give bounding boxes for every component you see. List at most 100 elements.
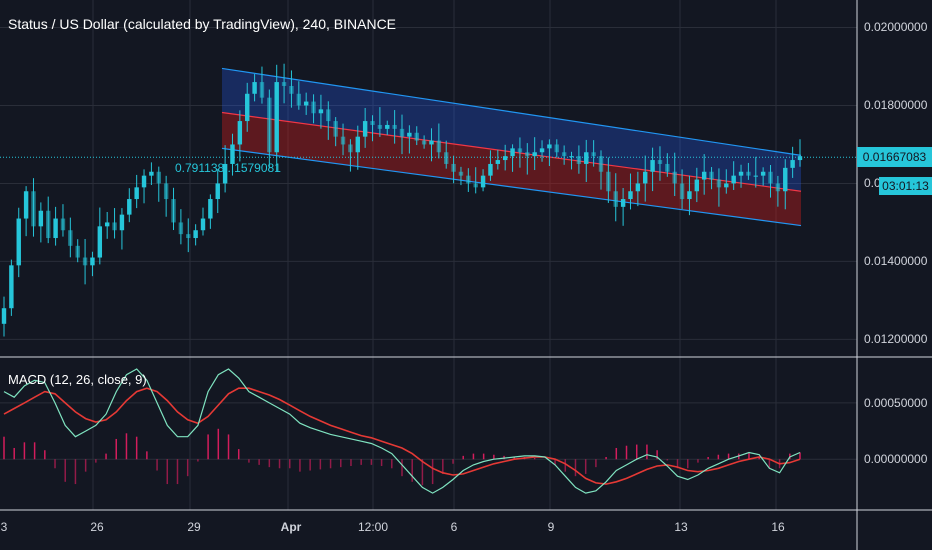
candle-body-44 xyxy=(326,109,331,122)
candle-body-63 xyxy=(466,175,471,184)
candle-body-94 xyxy=(694,179,700,192)
candle-body-14 xyxy=(104,222,110,227)
candle-body-82 xyxy=(606,171,611,192)
macd-line xyxy=(3,368,801,494)
candle-body-104 xyxy=(768,171,773,184)
candle-body-76 xyxy=(561,152,567,157)
candle-body-15 xyxy=(112,222,117,231)
candle-body-38 xyxy=(281,82,287,86)
macd-tick-label-1: 0.00000000 xyxy=(864,452,928,467)
candle-body-87 xyxy=(643,171,648,184)
candle-body-48 xyxy=(355,136,360,153)
candle-body-53 xyxy=(392,124,397,129)
candle-body-52 xyxy=(385,124,390,129)
candle-body-16 xyxy=(119,214,125,231)
price-tick-label-0: 0.02000000 xyxy=(864,20,928,35)
candle-body-36 xyxy=(267,97,272,153)
chart-title: Status / US Dollar (calculated by Tradin… xyxy=(8,16,397,32)
candle-body-71 xyxy=(525,152,530,157)
channel-lower-zone xyxy=(222,112,801,226)
candle-body-34 xyxy=(252,82,257,94)
price-tick-label-3: 0.01400000 xyxy=(864,254,928,269)
candle-body-24 xyxy=(178,222,184,235)
candle-body-50 xyxy=(370,121,375,125)
candle-body-83 xyxy=(613,191,618,207)
candle-body-46 xyxy=(340,136,346,145)
candle-body-28 xyxy=(208,199,213,219)
candle-body-106 xyxy=(783,167,788,192)
last-price-tag: 0.01667083 xyxy=(857,147,932,167)
time-tick-label-8: 16 xyxy=(771,520,785,534)
candle-body-81 xyxy=(598,156,604,172)
candle-body-6 xyxy=(46,210,51,239)
candle-body-27 xyxy=(200,218,206,231)
candle-body-23 xyxy=(171,199,176,223)
channel-lower-line xyxy=(221,147,802,227)
candle-body-2 xyxy=(16,218,21,266)
candle-body-108 xyxy=(797,156,803,161)
candle-body-51 xyxy=(377,124,383,129)
candle-body-64 xyxy=(473,183,478,188)
candle-body-60 xyxy=(444,152,449,164)
macd-signal-line xyxy=(3,387,801,485)
candle-body-75 xyxy=(554,144,559,153)
candle-body-1 xyxy=(9,265,14,309)
countdown-tag: 03:01:13 xyxy=(879,177,932,195)
candle-body-67 xyxy=(495,160,501,164)
time-tick-label-1: 26 xyxy=(90,520,104,534)
macd-tick-label-0: 0.00050000 xyxy=(864,395,928,410)
candle-body-43 xyxy=(318,109,324,114)
candle-body-35 xyxy=(259,82,265,98)
candle-body-19 xyxy=(141,175,147,188)
candle-body-85 xyxy=(628,191,633,200)
channel-annotation: 0.791138...1579081 xyxy=(175,161,281,175)
candle-body-98 xyxy=(724,183,729,188)
candle-body-100 xyxy=(738,171,744,176)
candle-body-88 xyxy=(650,160,655,172)
candle-body-32 xyxy=(237,121,243,145)
channel-upper-zone xyxy=(222,68,801,192)
candle-body-42 xyxy=(311,101,316,114)
candle-body-105 xyxy=(775,183,781,192)
candle-body-9 xyxy=(68,230,73,246)
candle-body-25 xyxy=(186,234,191,239)
candle-body-47 xyxy=(348,144,353,153)
candle-body-40 xyxy=(296,93,302,106)
channel-upper-line xyxy=(221,67,802,156)
candle-body-55 xyxy=(407,132,412,137)
candle-body-103 xyxy=(760,171,766,176)
candle-body-77 xyxy=(569,156,574,158)
candle-body-11 xyxy=(82,257,88,266)
candle-body-29 xyxy=(215,183,220,200)
time-tick-label-0: 3 xyxy=(0,520,8,534)
candle-body-92 xyxy=(679,183,685,200)
candle-body-4 xyxy=(31,191,36,227)
price-tick-label-1: 0.01800000 xyxy=(864,98,928,113)
candle-body-96 xyxy=(709,171,714,180)
candle-body-107 xyxy=(790,160,795,168)
candle-body-72 xyxy=(532,152,537,157)
candle-body-33 xyxy=(245,93,250,122)
candle-body-74 xyxy=(547,144,552,149)
candle-body-10 xyxy=(75,245,80,258)
candle-body-17 xyxy=(127,199,132,215)
candle-body-3 xyxy=(23,191,29,219)
candle-body-58 xyxy=(429,140,434,145)
candle-body-86 xyxy=(635,183,641,192)
candle-body-68 xyxy=(502,156,508,161)
candle-body-37 xyxy=(274,82,279,153)
candle-body-31 xyxy=(230,144,235,164)
candle-body-101 xyxy=(746,171,751,176)
candle-body-39 xyxy=(289,85,294,94)
candle-body-79 xyxy=(584,152,589,164)
price-tick-label-4: 0.01200000 xyxy=(864,332,928,347)
candle-body-26 xyxy=(193,230,198,239)
candle-body-21 xyxy=(156,171,161,184)
candle-body-45 xyxy=(333,121,338,137)
candle-body-93 xyxy=(687,191,692,200)
candle-body-73 xyxy=(539,148,545,153)
macd-title: MACD (12, 26, close, 9) xyxy=(8,372,147,387)
candle-body-0 xyxy=(1,308,7,324)
candle-body-90 xyxy=(665,163,670,172)
